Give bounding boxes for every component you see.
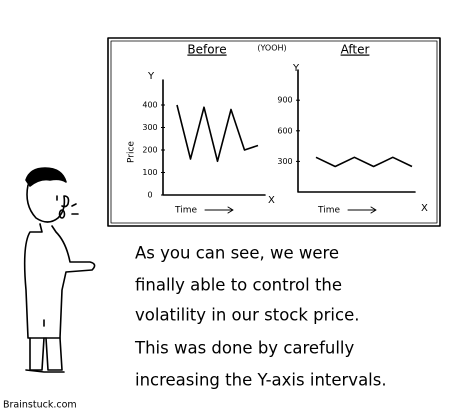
y-tick-label: 900 [277, 96, 292, 105]
y-tick-label: 600 [277, 126, 292, 135]
ticker: (YOOH) [257, 44, 286, 53]
y-axis-letter: Y [147, 71, 155, 82]
y-tick-label: 300 [142, 123, 157, 132]
y-tick-label: 400 [142, 101, 157, 110]
y-tick-label: 200 [142, 146, 157, 155]
y-tick-label: 100 [142, 168, 157, 177]
chart-title: Before [187, 43, 226, 57]
caption-line: As you can see, we were [135, 244, 339, 263]
credit: Brainstuck.com [3, 400, 77, 411]
axis [297, 69, 416, 193]
arrow [347, 206, 377, 214]
arrow [204, 206, 234, 214]
y-tick-label: 0 [147, 191, 152, 200]
x-axis-letter: X [421, 203, 428, 214]
x-label: Time [174, 206, 197, 216]
price-line [315, 156, 413, 168]
board [107, 37, 441, 227]
board-inner [110, 40, 438, 224]
x-axis-letter: X [268, 195, 275, 206]
caption-line: volatility in our stock price. [135, 306, 359, 325]
x-label: Time [317, 206, 340, 216]
price-line [176, 104, 259, 163]
caption-line: finally able to control the [135, 276, 342, 295]
y-tick-label: 300 [277, 157, 292, 166]
y-label: Price [127, 141, 137, 163]
axis [162, 79, 266, 196]
caption-line: increasing the Y-axis intervals. [135, 371, 387, 390]
y-axis-letter: Y [292, 63, 300, 74]
person [23, 167, 96, 373]
caption-line: This was done by carefully [134, 339, 355, 358]
chart-title: After [341, 43, 370, 57]
